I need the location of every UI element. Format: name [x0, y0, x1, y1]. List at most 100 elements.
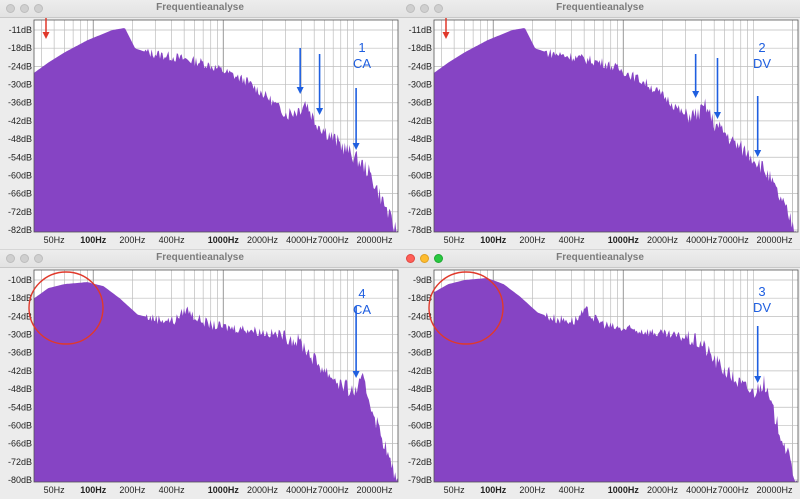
close-button[interactable]	[6, 4, 15, 13]
frequency-plot: -9dB -18dB -24dB -30dB -36dB -42dB -48dB -54dB -…	[408, 269, 799, 495]
annotation-label: 4	[358, 286, 365, 301]
y-tick-label: -10dB	[8, 275, 32, 285]
y-tick-label: -54dB	[408, 402, 432, 412]
red-arrow-head	[442, 32, 450, 39]
y-tick-label: -60dB	[408, 420, 432, 430]
y-tick-label: -60dB	[408, 170, 432, 180]
x-tick-label: 4000Hz	[686, 485, 718, 495]
blue-arrow-head	[754, 150, 762, 157]
plot-frame	[33, 19, 399, 233]
x-tick-label: 4000Hz	[286, 485, 318, 495]
blue-arrow-head	[692, 91, 700, 98]
x-tick-label: 100Hz	[80, 485, 107, 495]
y-tick-label: -78dB	[408, 225, 432, 235]
x-tick-label: 1000Hz	[208, 485, 240, 495]
x-tick-label: 7000Hz	[318, 235, 350, 245]
y-tick-label: -42dB	[8, 366, 32, 376]
blue-arrow-head	[352, 143, 360, 150]
window-title: Frequentieanalyse	[556, 2, 644, 13]
y-tick-label: -60dB	[8, 420, 32, 430]
annotation-label: 2	[758, 40, 765, 55]
y-tick-label: -66dB	[408, 189, 432, 199]
y-tick-label: -72dB	[8, 457, 32, 467]
y-tick-label: -36dB	[8, 348, 32, 358]
x-tick-label: 2000Hz	[247, 485, 279, 495]
minimize-button[interactable]	[20, 254, 29, 263]
minimize-button[interactable]	[420, 254, 429, 263]
title-bar: Frequentieanalyse	[0, 250, 400, 268]
x-tick-label: 50Hz	[44, 485, 66, 495]
y-tick-label: -54dB	[8, 402, 32, 412]
close-button[interactable]	[6, 254, 15, 263]
title-bar: Frequentieanalyse	[400, 0, 800, 18]
x-tick-label: 2000Hz	[647, 235, 679, 245]
analysis-window-2: Frequentieanalyse -11dB -18dB -24dB -30dB -3…	[400, 0, 800, 249]
close-button[interactable]	[406, 254, 415, 263]
y-tick-label: -42dB	[8, 116, 32, 126]
spectrum-area	[34, 282, 398, 482]
frequency-plot: -10dB -18dB -24dB -30dB -36dB -42dB -48dB -54dB…	[8, 269, 399, 495]
plot-frame	[433, 19, 799, 233]
x-tick-label: 400Hz	[159, 485, 186, 495]
y-tick-label: -30dB	[408, 80, 432, 90]
x-tick-label: 7000Hz	[718, 235, 750, 245]
zoom-button[interactable]	[34, 4, 43, 13]
y-tick-label: -82dB	[8, 225, 32, 235]
red-circle	[428, 271, 504, 345]
x-tick-label: 4000Hz	[686, 235, 718, 245]
zoom-button[interactable]	[434, 4, 443, 13]
y-tick-label: -18dB	[408, 43, 432, 53]
y-tick-label: -24dB	[408, 311, 432, 321]
y-tick-label: -36dB	[408, 98, 432, 108]
x-tick-label: 2000Hz	[647, 485, 679, 495]
x-tick-label: 2000Hz	[247, 235, 279, 245]
y-tick-label: -18dB	[408, 293, 432, 303]
y-tick-label: -66dB	[8, 439, 32, 449]
spectrum-area	[434, 28, 798, 232]
minimize-button[interactable]	[420, 4, 429, 13]
x-tick-label: 1000Hz	[608, 485, 640, 495]
blue-arrow-head	[754, 376, 762, 383]
x-tick-label: 20000Hz	[356, 485, 393, 495]
x-tick-label: 100Hz	[80, 235, 107, 245]
y-tick-label: -18dB	[8, 43, 32, 53]
y-tick-label: -66dB	[408, 439, 432, 449]
blue-arrow-head	[316, 108, 324, 115]
zoom-button[interactable]	[434, 254, 443, 263]
x-tick-label: 7000Hz	[318, 485, 350, 495]
y-tick-label: -80dB	[8, 475, 32, 485]
y-tick-label: -48dB	[408, 134, 432, 144]
x-tick-label: 200Hz	[519, 235, 546, 245]
y-tick-label: -30dB	[8, 330, 32, 340]
x-tick-label: 1000Hz	[608, 235, 640, 245]
annotation-label: CA	[353, 56, 371, 71]
blue-arrow-head	[713, 112, 721, 119]
x-tick-label: 20000Hz	[756, 235, 793, 245]
y-tick-label: -24dB	[8, 61, 32, 71]
y-tick-label: -30dB	[408, 330, 432, 340]
y-tick-label: -54dB	[408, 152, 432, 162]
spectrum-area	[434, 278, 798, 482]
y-tick-label: -72dB	[408, 207, 432, 217]
annotation-label: 3	[758, 284, 765, 299]
window-title: Frequentieanalyse	[156, 2, 244, 13]
red-circle	[28, 271, 104, 345]
close-button[interactable]	[406, 4, 415, 13]
frequency-plot: -11dB -18dB -24dB -30dB -36dB -42dB -48dB -54dB…	[8, 18, 399, 245]
y-tick-label: -9dB	[413, 275, 432, 285]
y-tick-label: -42dB	[408, 116, 432, 126]
y-tick-label: -30dB	[8, 80, 32, 90]
y-tick-label: -11dB	[409, 25, 432, 35]
plot-frame	[33, 269, 399, 483]
y-tick-label: -79dB	[408, 475, 432, 485]
zoom-button[interactable]	[34, 254, 43, 263]
x-tick-label: 4000Hz	[286, 235, 318, 245]
x-tick-label: 7000Hz	[718, 485, 750, 495]
plot-frame	[433, 269, 799, 483]
y-tick-label: -48dB	[8, 384, 32, 394]
minimize-button[interactable]	[20, 4, 29, 13]
blue-arrow-head	[296, 87, 304, 94]
x-tick-label: 1000Hz	[208, 235, 240, 245]
blue-arrow-head	[352, 371, 360, 378]
annotation-label: DV	[753, 300, 771, 315]
